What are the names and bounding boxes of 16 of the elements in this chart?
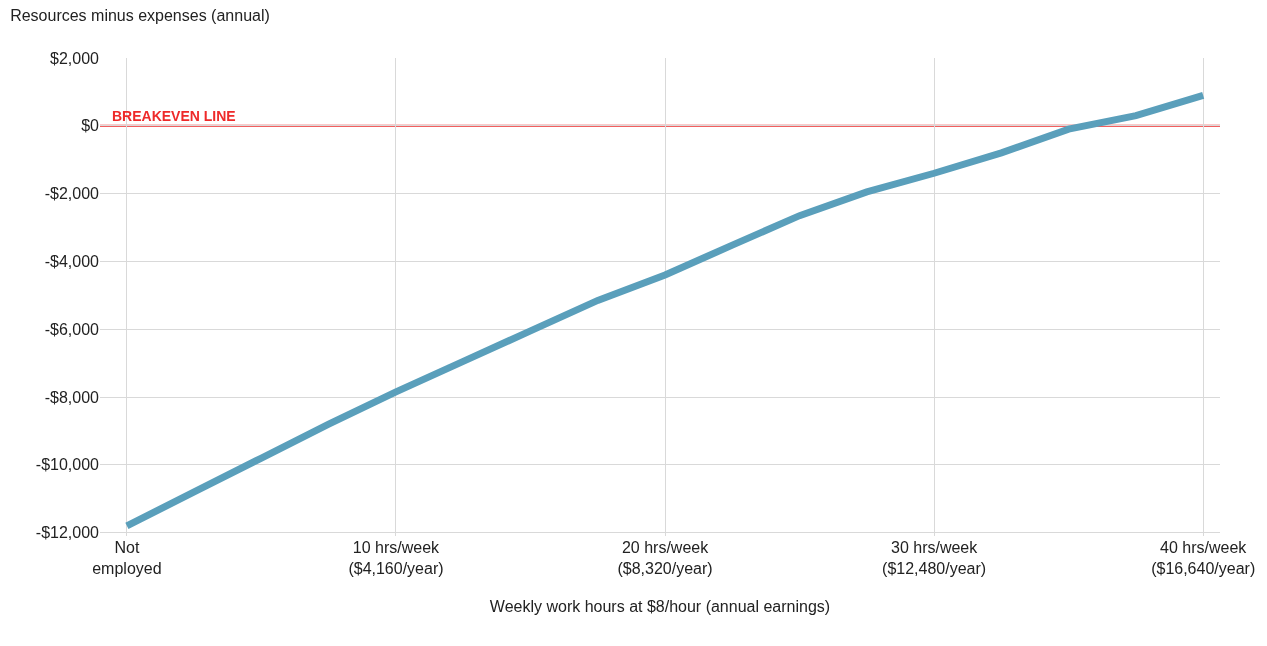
x-tick-label: 10 hrs/week ($4,160/year) — [348, 539, 444, 577]
y-tick-label: -$8,000 — [44, 388, 100, 406]
x-axis-title: Weekly work hours at $8/hour (annual earnings) — [489, 598, 831, 616]
y-tick-label: -$4,000 — [44, 253, 100, 270]
y-tick-label: $0 — [81, 117, 100, 135]
y-tick-label: -$6,000 — [44, 320, 100, 338]
x-tick-label: 40 hrs/week ($16,640/year) — [1151, 539, 1256, 577]
y-tick-label: -$12,000 — [35, 524, 100, 542]
ref-line-label: BREAKEVEN LINE — [112, 108, 236, 124]
x-tick-label: Not employed — [92, 539, 162, 577]
y-tick-label: -$10,000 — [35, 456, 100, 474]
y-tick-label: -$2,000 — [44, 185, 100, 203]
y-tick-label: $2,000 — [50, 49, 100, 67]
x-tick-label: 30 hrs/week ($12,480/year) — [882, 539, 987, 577]
chart-title: Resources minus expenses (annual) — [10, 6, 270, 24]
x-tick-label: 20 hrs/week ($8,320/year) — [617, 539, 713, 577]
